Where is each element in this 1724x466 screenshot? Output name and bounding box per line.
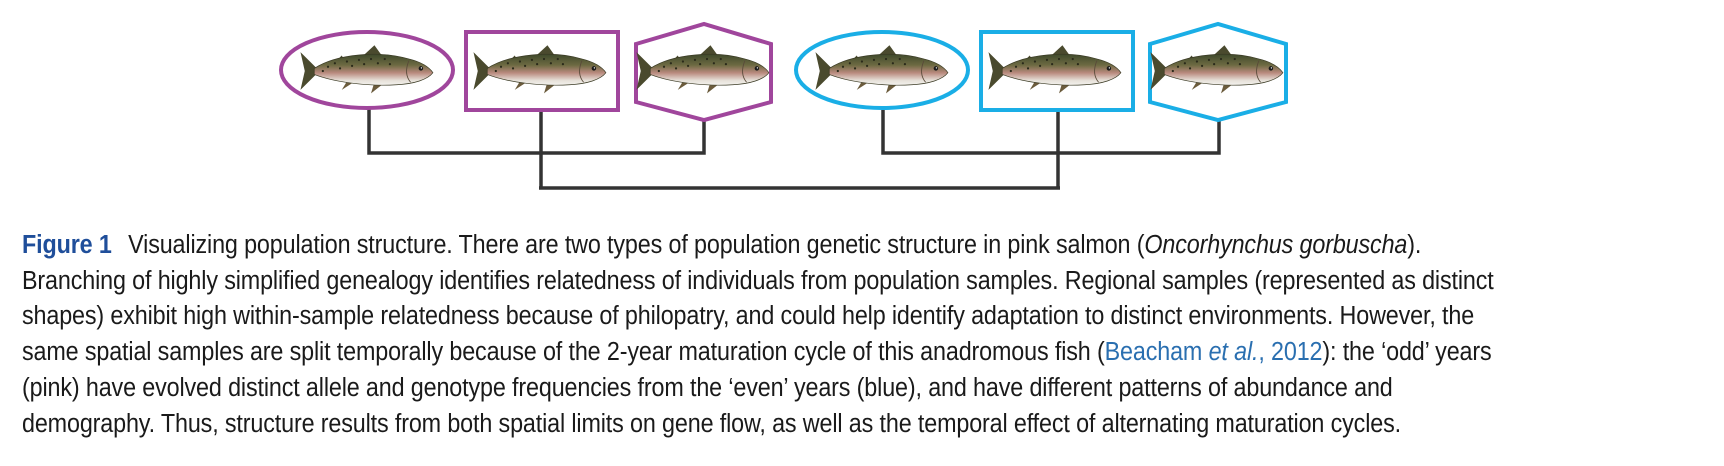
caption-line-2: Branching of highly simplified genealogy… xyxy=(22,266,1494,295)
citation-author: Beacham xyxy=(1104,338,1209,367)
species-name: Oncorhynchus gorbuscha xyxy=(1144,231,1408,259)
genealogy-figure xyxy=(279,21,1288,190)
even-year-subtree xyxy=(881,108,1221,155)
even-year-ellipse-sample xyxy=(794,30,970,110)
even-year-square-sample xyxy=(979,30,1135,112)
odd-year-hexagon-sample xyxy=(634,21,773,123)
caption-line-5: (pink) have evolved distinct allele and … xyxy=(22,373,1393,402)
caption-line-1: Figure 1 Visualizing population structure… xyxy=(22,228,1568,264)
odd-year-samples xyxy=(279,21,773,123)
figure-label: Figure 1 xyxy=(22,231,112,259)
even-year-hexagon-sample xyxy=(1148,21,1288,123)
caption-line-3: shapes) exhibit high within-sample relat… xyxy=(22,302,1475,331)
citation-year: , 2012 xyxy=(1258,338,1323,367)
citation-etal: et al. xyxy=(1208,338,1259,367)
caption-text: same spatial samples are split temporall… xyxy=(22,338,1105,367)
caption-text: Visualizing population structure. There … xyxy=(128,231,1145,259)
odd-year-square-sample xyxy=(464,30,620,112)
odd-year-subtree xyxy=(367,108,706,155)
odd-year-ellipse-sample xyxy=(279,30,455,110)
citation-link[interactable]: Beacham et al., 2012 xyxy=(1105,338,1323,366)
caption-line-4: same spatial samples are split temporall… xyxy=(22,335,1568,371)
caption-text: ): the ‘odd’ years xyxy=(1322,338,1492,367)
caption-line-6: demography. Thus, structure results from… xyxy=(22,409,1401,438)
caption-text: ). xyxy=(1407,231,1422,259)
genealogy-tree xyxy=(367,108,1221,190)
figure-caption: Figure 1 Visualizing population structure… xyxy=(22,228,1568,442)
even-year-samples xyxy=(794,21,1288,123)
